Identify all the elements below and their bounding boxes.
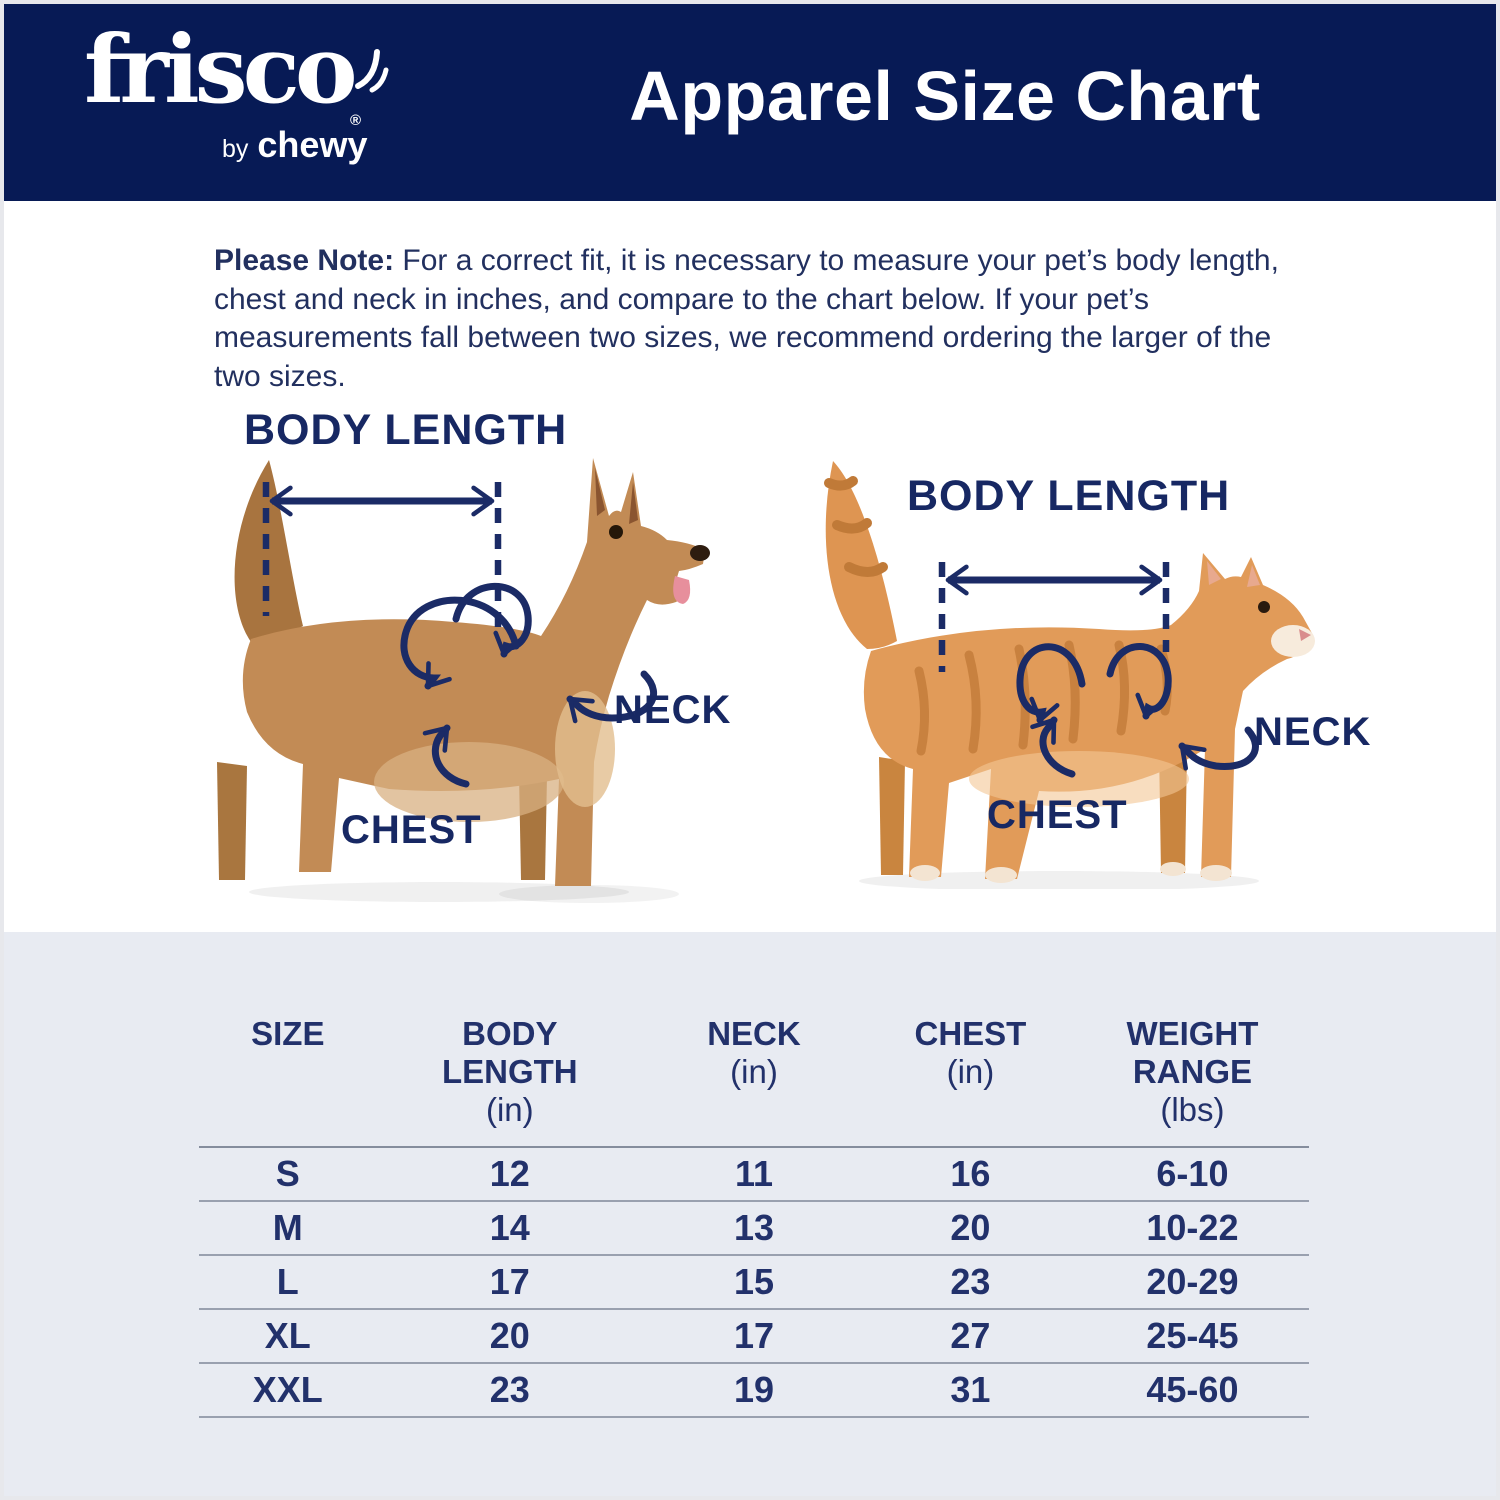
cell-body-length: 23 xyxy=(376,1363,643,1418)
cat-neck-label: NECK xyxy=(1254,710,1372,754)
dog-far-rear-leg xyxy=(217,762,247,880)
table-row: S 12 11 16 6-10 xyxy=(199,1147,1309,1202)
dog-chest-arrow-icon xyxy=(422,724,470,788)
cell-size: S xyxy=(199,1147,377,1202)
cell-size: XL xyxy=(199,1309,377,1364)
dog-nose xyxy=(690,545,710,561)
col-header-size: SIZE xyxy=(199,1009,377,1148)
cell-chest: 27 xyxy=(864,1309,1076,1364)
dog-neck-arrow-icon xyxy=(566,670,658,724)
logo-swoosh-icon xyxy=(355,49,389,93)
cell-neck: 17 xyxy=(642,1309,865,1364)
cat-neck-arrow-icon xyxy=(1178,726,1259,771)
cat-body xyxy=(863,553,1313,879)
dog-photo xyxy=(217,458,710,903)
fit-note-body: For a correct fit, it is necessary to me… xyxy=(214,244,1279,393)
cell-neck: 15 xyxy=(642,1255,865,1310)
cell-size: XXL xyxy=(199,1363,377,1418)
cell-weight: 20-29 xyxy=(1075,1255,1309,1310)
byline: by chewy xyxy=(222,124,367,166)
frisco-wordmark: frisco xyxy=(84,15,358,125)
dog-chest-loop-arrow-icon xyxy=(400,596,520,690)
cell-body-length: 20 xyxy=(376,1309,643,1364)
header-banner: frisco ® by chewy Apparel Size Chart xyxy=(4,4,1496,201)
dog-neck-label: NECK xyxy=(614,688,732,732)
dog-tongue xyxy=(673,576,691,604)
cat-ear-inner xyxy=(1207,561,1221,585)
cell-chest: 16 xyxy=(864,1147,1076,1202)
cell-neck: 19 xyxy=(642,1363,865,1418)
cell-weight: 6-10 xyxy=(1075,1147,1309,1202)
table-row: M 14 13 20 10-22 xyxy=(199,1201,1309,1256)
cell-weight: 10-22 xyxy=(1075,1201,1309,1256)
cell-weight: 25-45 xyxy=(1075,1309,1309,1364)
table-row: XXL 23 19 31 45-60 xyxy=(199,1363,1309,1418)
dog-eye xyxy=(609,525,623,539)
byline-by: by xyxy=(222,135,249,163)
cell-neck: 13 xyxy=(642,1201,865,1256)
cat-chest-loop-arrow-icon xyxy=(1016,643,1086,724)
cat-far-rear-leg xyxy=(879,757,905,875)
cell-body-length: 17 xyxy=(376,1255,643,1310)
measurement-diagram: BODY LENGTH NECK CHEST BODY LENGTH NECK … xyxy=(4,384,1496,932)
cell-chest: 23 xyxy=(864,1255,1076,1310)
cat-ear-inner xyxy=(1247,565,1260,587)
cat-chest-label: CHEST xyxy=(987,793,1128,837)
dog-tail xyxy=(234,460,303,642)
size-table-section: SIZE BODY LENGTH (in) NECK (in) CHEST (i… xyxy=(4,932,1496,1496)
cell-body-length: 14 xyxy=(376,1201,643,1256)
table-row: XL 20 17 27 25-45 xyxy=(199,1309,1309,1364)
dog-body-length-label: BODY LENGTH xyxy=(244,406,568,454)
cell-weight: 45-60 xyxy=(1075,1363,1309,1418)
registered-trademark-icon: ® xyxy=(350,112,362,129)
table-header-row: SIZE BODY LENGTH (in) NECK (in) CHEST (i… xyxy=(199,1009,1309,1148)
fit-note: Please Note: For a correct fit, it is ne… xyxy=(214,242,1284,396)
cat-tail xyxy=(825,461,897,649)
cat-body-length-label: BODY LENGTH xyxy=(907,472,1231,520)
cell-neck: 11 xyxy=(642,1147,865,1202)
fit-note-label: Please Note: xyxy=(214,244,395,277)
table-row: L 17 15 23 20-29 xyxy=(199,1255,1309,1310)
cell-chest: 20 xyxy=(864,1201,1076,1256)
cell-chest: 31 xyxy=(864,1363,1076,1418)
cat-chest-arrow-icon xyxy=(1030,716,1076,778)
col-header-body-length: BODY LENGTH (in) xyxy=(376,1009,643,1148)
cat-eye xyxy=(1258,601,1270,613)
apparel-size-table: SIZE BODY LENGTH (in) NECK (in) CHEST (i… xyxy=(199,1009,1309,1418)
cell-size: M xyxy=(199,1201,377,1256)
col-header-chest: CHEST (in) xyxy=(864,1009,1076,1148)
page-title: Apparel Size Chart xyxy=(629,57,1261,135)
chewy-wordmark: chewy xyxy=(257,124,368,165)
col-header-weight: WEIGHT RANGE (lbs) xyxy=(1075,1009,1309,1148)
dog-ear-inner xyxy=(629,482,638,524)
cell-body-length: 12 xyxy=(376,1147,643,1202)
dog-chest-label: CHEST xyxy=(341,808,482,852)
frisco-logo: frisco ® by chewy xyxy=(84,15,389,170)
measurement-arrows xyxy=(262,482,1259,788)
cat-nose xyxy=(1299,629,1311,641)
dog-ear-inner xyxy=(595,468,605,516)
cat-shoulder-arrow-icon xyxy=(1106,643,1172,720)
col-header-neck: NECK (in) xyxy=(642,1009,865,1148)
cell-size: L xyxy=(199,1255,377,1310)
